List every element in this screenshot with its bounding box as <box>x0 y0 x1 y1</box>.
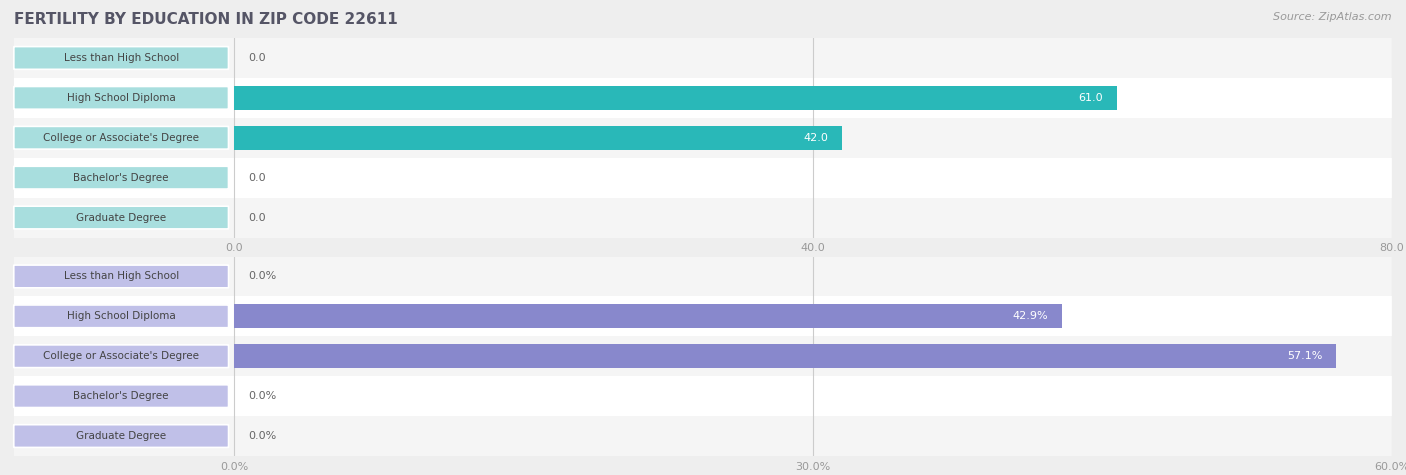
Text: 0.0: 0.0 <box>247 212 266 223</box>
FancyBboxPatch shape <box>14 345 229 368</box>
Bar <box>14 158 1392 198</box>
FancyBboxPatch shape <box>14 126 229 149</box>
Bar <box>14 198 1392 238</box>
Text: High School Diploma: High School Diploma <box>67 93 176 103</box>
Text: Less than High School: Less than High School <box>63 271 179 282</box>
Bar <box>14 376 1392 416</box>
FancyBboxPatch shape <box>14 47 229 69</box>
Text: Bachelor's Degree: Bachelor's Degree <box>73 172 169 183</box>
Text: 0.0%: 0.0% <box>247 271 276 282</box>
Text: Bachelor's Degree: Bachelor's Degree <box>73 391 169 401</box>
Text: 42.0: 42.0 <box>803 133 828 143</box>
Bar <box>233 86 1116 110</box>
Bar <box>14 336 1392 376</box>
Bar <box>233 344 1336 368</box>
FancyBboxPatch shape <box>14 385 229 408</box>
Text: 42.9%: 42.9% <box>1012 311 1047 322</box>
Bar <box>14 38 1392 78</box>
FancyBboxPatch shape <box>14 305 229 328</box>
Text: FERTILITY BY EDUCATION IN ZIP CODE 22611: FERTILITY BY EDUCATION IN ZIP CODE 22611 <box>14 12 398 27</box>
FancyBboxPatch shape <box>14 166 229 189</box>
FancyBboxPatch shape <box>14 425 229 447</box>
Text: 0.0%: 0.0% <box>247 391 276 401</box>
Text: 0.0: 0.0 <box>247 172 266 183</box>
Bar <box>14 416 1392 456</box>
Text: Graduate Degree: Graduate Degree <box>76 431 166 441</box>
Text: 61.0: 61.0 <box>1078 93 1104 103</box>
Text: 0.0: 0.0 <box>247 53 266 63</box>
Bar <box>14 256 1392 296</box>
FancyBboxPatch shape <box>14 206 229 229</box>
FancyBboxPatch shape <box>14 265 229 288</box>
FancyBboxPatch shape <box>14 86 229 109</box>
Text: 57.1%: 57.1% <box>1286 351 1322 361</box>
Bar <box>14 78 1392 118</box>
Text: Source: ZipAtlas.com: Source: ZipAtlas.com <box>1274 12 1392 22</box>
Text: Less than High School: Less than High School <box>63 53 179 63</box>
Text: 0.0%: 0.0% <box>247 431 276 441</box>
Text: Graduate Degree: Graduate Degree <box>76 212 166 223</box>
Text: High School Diploma: High School Diploma <box>67 311 176 322</box>
Bar <box>233 126 842 150</box>
Bar <box>233 304 1062 328</box>
Text: College or Associate's Degree: College or Associate's Degree <box>44 351 200 361</box>
Bar <box>14 118 1392 158</box>
Text: College or Associate's Degree: College or Associate's Degree <box>44 133 200 143</box>
Bar <box>14 296 1392 336</box>
